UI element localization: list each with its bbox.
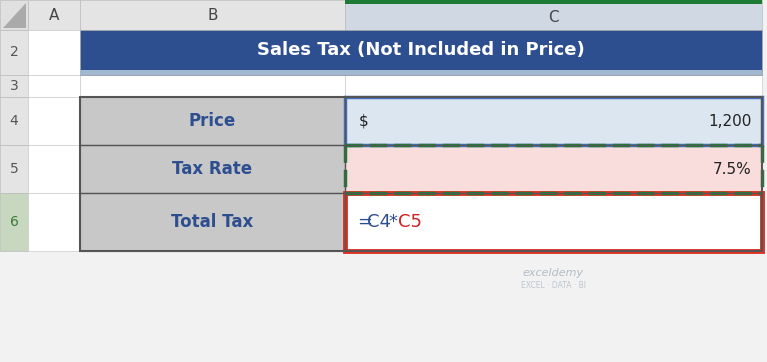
Bar — [0, 193, 28, 251]
Bar — [80, 193, 345, 251]
Text: Tax Rate: Tax Rate — [173, 160, 252, 178]
Bar — [80, 0, 345, 30]
Bar — [28, 30, 80, 75]
Bar — [345, 75, 762, 97]
Bar — [345, 193, 762, 251]
Bar — [80, 97, 762, 251]
Bar — [28, 75, 80, 97]
Text: Price: Price — [189, 112, 236, 130]
Bar — [80, 145, 345, 193]
Bar — [28, 193, 80, 251]
Text: C5: C5 — [398, 213, 422, 231]
Bar — [28, 97, 80, 145]
Polygon shape — [3, 3, 26, 28]
Text: 5: 5 — [10, 162, 18, 176]
Text: *: * — [388, 213, 397, 231]
Text: $: $ — [359, 114, 369, 129]
Text: Sales Tax (Not Included in Price): Sales Tax (Not Included in Price) — [257, 41, 585, 59]
Text: 4: 4 — [10, 114, 18, 128]
Bar — [80, 75, 345, 97]
Bar — [345, 0, 762, 30]
Bar — [0, 75, 28, 97]
Text: B: B — [207, 8, 218, 22]
Bar — [28, 0, 80, 30]
Bar — [28, 145, 80, 193]
Text: C4: C4 — [367, 213, 391, 231]
Bar — [345, 97, 762, 145]
Text: EXCEL · DATA · BI: EXCEL · DATA · BI — [521, 281, 586, 290]
Text: A: A — [49, 8, 59, 22]
Text: C: C — [548, 10, 559, 25]
Text: =: = — [357, 213, 372, 231]
Bar — [345, 0, 762, 4]
Text: 7.5%: 7.5% — [713, 161, 752, 177]
Bar — [0, 30, 28, 75]
Bar — [345, 145, 762, 193]
Text: Total Tax: Total Tax — [171, 213, 254, 231]
Text: 3: 3 — [10, 79, 18, 93]
Text: exceldemy: exceldemy — [523, 268, 584, 278]
Text: 2: 2 — [10, 46, 18, 59]
Bar — [80, 30, 762, 75]
Text: 6: 6 — [9, 215, 18, 229]
Bar — [80, 70, 762, 75]
Bar — [80, 97, 345, 145]
Bar — [0, 0, 28, 30]
Bar — [0, 145, 28, 193]
Bar — [0, 97, 28, 145]
Text: 1,200: 1,200 — [709, 114, 752, 129]
